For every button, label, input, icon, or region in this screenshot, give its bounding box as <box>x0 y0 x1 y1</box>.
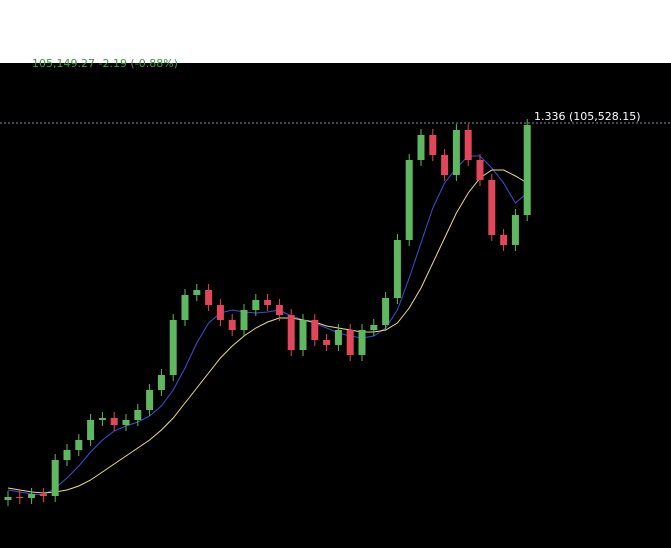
candle-body <box>358 330 366 355</box>
candle-body <box>28 494 36 498</box>
candle-body <box>464 130 472 160</box>
candle-body <box>370 325 378 330</box>
candle-body <box>346 330 354 355</box>
candle-body <box>205 290 213 305</box>
candle-body <box>393 240 401 298</box>
candle-body <box>39 494 47 496</box>
candle-body <box>323 340 331 345</box>
candle-body <box>216 305 224 320</box>
candle-body <box>334 330 342 345</box>
candle-body <box>382 298 390 325</box>
candle-body <box>110 418 118 425</box>
candle-body <box>146 390 154 410</box>
candle-body <box>405 160 413 240</box>
header-quote: 105,149.27 -2.19 (-0.88%) <box>32 57 178 70</box>
candle-body <box>287 315 295 350</box>
candle-body <box>98 418 106 420</box>
candle-body <box>122 420 130 425</box>
candle-body <box>181 295 189 320</box>
candle-body <box>441 155 449 175</box>
moving-average <box>7 169 528 494</box>
candle-body <box>523 125 531 215</box>
candle-body <box>157 375 165 390</box>
candle-body <box>228 320 236 330</box>
candle-body <box>429 135 437 155</box>
candle-body <box>252 300 260 310</box>
moving-average <box>7 155 528 496</box>
candle-body <box>193 290 201 295</box>
candle-body <box>511 215 519 245</box>
chart-background <box>0 63 671 548</box>
candle-body <box>16 497 24 498</box>
candle-body <box>4 497 12 500</box>
candle-body <box>134 410 142 420</box>
candle-body <box>452 130 460 175</box>
candle-body <box>488 180 496 235</box>
candle-body <box>264 300 272 305</box>
candle-body <box>63 450 71 460</box>
candle-body <box>417 135 425 160</box>
candle-body <box>476 160 484 180</box>
candle-body <box>51 460 59 496</box>
candle-body <box>75 440 83 450</box>
candle-body <box>311 320 319 340</box>
candle-body <box>87 420 95 440</box>
candle-body <box>169 320 177 375</box>
candle-body <box>240 310 248 330</box>
candle-body <box>275 305 283 315</box>
price-label: 1.336 (105,528.15) <box>534 110 641 123</box>
candle-body <box>500 235 508 245</box>
candle-body <box>299 320 307 350</box>
